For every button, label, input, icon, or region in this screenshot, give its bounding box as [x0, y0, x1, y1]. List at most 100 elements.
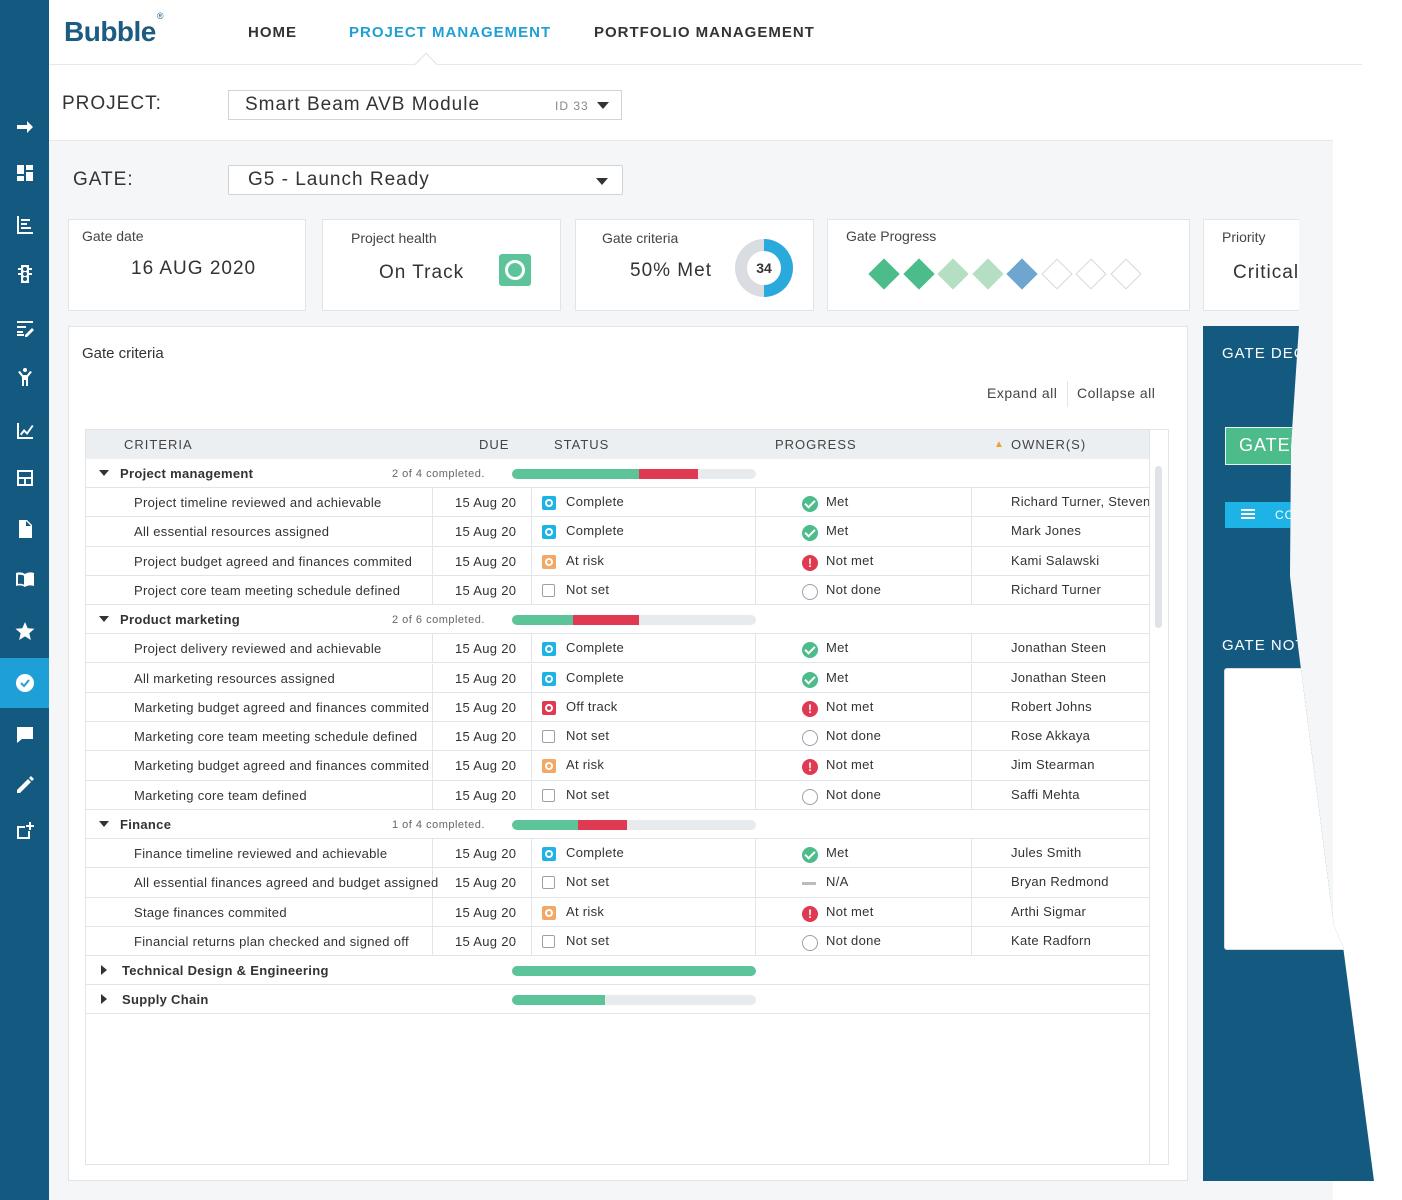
criteria-row[interactable]: Project budget agreed and finances commi…	[86, 546, 1149, 576]
gate-step-4[interactable]	[971, 258, 1004, 290]
progress-label: Met	[826, 523, 849, 539]
criteria-row[interactable]: Marketing core team defined 15 Aug 20 Not …	[86, 780, 1149, 810]
sidebar-item-star[interactable]	[0, 606, 49, 656]
progress-notdone-icon	[802, 730, 818, 747]
expand-toggle-icon[interactable]	[101, 965, 107, 976]
collapse-toggle-icon[interactable]	[99, 616, 109, 623]
gate-step-8[interactable]	[1109, 258, 1142, 290]
progress-notmet-icon	[802, 759, 818, 776]
column-divider	[755, 868, 756, 898]
sidebar-item-edit-list[interactable]	[0, 303, 49, 353]
collapse-all-button[interactable]: Collapse all	[1077, 385, 1156, 401]
owner-name: Kate Radforn	[1011, 932, 1092, 948]
sidebar-item-person[interactable]	[0, 352, 49, 402]
column-divider	[432, 780, 433, 810]
col-progress[interactable]: PROGRESS	[775, 437, 857, 452]
due-date: 15 Aug 20	[455, 846, 517, 861]
priority-card: Priority Critical	[1203, 219, 1299, 311]
criteria-row[interactable]: Marketing core team meeting schedule def…	[86, 722, 1149, 752]
project-select[interactable]: Smart Beam AVB Module ID 33	[228, 90, 622, 120]
group-progress-bar	[512, 995, 756, 1006]
gate-step-2[interactable]	[902, 258, 935, 290]
col-owners[interactable]: OWNER(S)	[1011, 437, 1087, 452]
criteria-row[interactable]: Finance timeline reviewed and achievable…	[86, 839, 1149, 869]
criteria-group-row[interactable]: Technical Design & Engineering	[86, 956, 1149, 986]
nav-home[interactable]: HOME	[248, 24, 297, 41]
criteria-row[interactable]: Marketing budget agreed and finances com…	[86, 692, 1149, 723]
gate-step-6[interactable]	[1040, 258, 1073, 290]
column-divider	[971, 897, 972, 927]
sidebar-item-check-circle[interactable]	[0, 658, 49, 708]
criteria-row[interactable]: Project timeline reviewed and achievable…	[86, 488, 1149, 518]
criteria-group-row[interactable]: Product marketing 2 of 6 completed.	[86, 605, 1149, 635]
document-icon	[18, 520, 32, 538]
group-progress-bar	[512, 469, 756, 479]
due-date: 15 Aug 20	[455, 758, 517, 774]
sidebar-item-layout[interactable]	[0, 453, 49, 503]
owner-name: Saffi Mehta	[1011, 786, 1080, 802]
check-circle-icon	[15, 674, 34, 692]
owner-name: Jonathan Steen	[1011, 669, 1107, 685]
column-divider	[432, 634, 433, 664]
column-divider	[755, 692, 756, 723]
collapse-toggle-icon[interactable]	[99, 470, 109, 476]
criteria-row[interactable]: All essential resources assigned 15 Aug 2…	[86, 517, 1149, 547]
sort-up-icon[interactable]: ▲	[994, 439, 1005, 450]
progress-notmet-icon	[802, 554, 818, 571]
criteria-row[interactable]: Project core team meeting schedule defin…	[86, 575, 1149, 606]
health-status-icon	[499, 254, 531, 286]
project-selector-row: PROJECT: Smart Beam AVB Module ID 33	[49, 66, 1333, 141]
status-label: Not set	[566, 581, 610, 597]
criteria-donut-chart: 34	[735, 239, 793, 297]
expand-toggle-icon[interactable]	[101, 994, 107, 1005]
criteria-group-row[interactable]: Finance 1 of 4 completed.	[86, 810, 1149, 839]
sidebar-item-list-chart[interactable]	[0, 199, 49, 249]
gate-step-5[interactable]	[1006, 258, 1038, 290]
collapse-toggle-icon[interactable]	[99, 821, 109, 827]
nav-project-management[interactable]: PROJECT MANAGEMENT	[349, 24, 552, 41]
sidebar-item-pencil[interactable]	[0, 760, 49, 810]
gate-step-7[interactable]	[1075, 258, 1107, 290]
criteria-row[interactable]: Financial returns plan checked and signe…	[86, 926, 1149, 957]
sidebar-item-chat[interactable]	[0, 710, 49, 760]
criteria-row[interactable]: All essential finances agreed and budget…	[86, 868, 1149, 898]
column-divider	[755, 634, 756, 664]
expand-all-button[interactable]: Expand all	[987, 385, 1058, 401]
sidebar-item-arrow-right[interactable]	[0, 102, 49, 152]
col-due[interactable]: DUE	[479, 437, 510, 452]
column-divider	[531, 751, 532, 781]
gate-step-1[interactable]	[868, 258, 900, 290]
scrollbar-thumb[interactable]	[1155, 466, 1162, 628]
criteria-name: Finance timeline reviewed and achievable	[134, 846, 388, 861]
sidebar-item-book[interactable]	[0, 554, 49, 604]
col-status[interactable]: STATUS	[554, 437, 610, 452]
project-health-card: Project health On Track	[322, 219, 561, 311]
chevron-down-icon	[597, 102, 609, 109]
column-divider	[432, 692, 433, 723]
column-divider	[755, 722, 756, 752]
status-label: Complete	[566, 845, 625, 860]
column-divider	[755, 839, 756, 869]
sidebar-item-line-chart[interactable]	[0, 406, 49, 456]
criteria-name: Project core team meeting schedule defin…	[134, 582, 401, 598]
criteria-row[interactable]: Project delivery reviewed and achievable…	[86, 634, 1149, 664]
due-date: 15 Aug 20	[455, 641, 517, 657]
sidebar-item-traffic-light[interactable]	[0, 249, 49, 299]
gate-notes-textarea[interactable]	[1224, 668, 1364, 950]
sidebar-item-document[interactable]	[0, 504, 49, 554]
criteria-row[interactable]: All marketing resources assigned 15 Aug 2…	[86, 663, 1149, 693]
gate-step-3[interactable]	[937, 258, 969, 290]
col-criteria[interactable]: CRITERIA	[124, 437, 193, 452]
criteria-row[interactable]: Stage finances commited 15 Aug 20 At risk N…	[86, 897, 1149, 927]
criteria-group-row[interactable]: Project management 2 of 4 completed.	[86, 459, 1149, 488]
criteria-group-row[interactable]: Supply Chain	[86, 985, 1149, 1015]
sidebar-item-add-box[interactable]	[0, 806, 49, 856]
bubble-logo[interactable]: Bubble®	[64, 10, 164, 47]
sidebar-item-dashboard[interactable]	[0, 148, 49, 198]
owner-name: Kami Salawski	[1011, 552, 1100, 568]
criteria-row[interactable]: Marketing budget agreed and finances com…	[86, 751, 1149, 781]
nav-portfolio-management[interactable]: PORTFOLIO MANAGEMENT	[594, 24, 815, 41]
owner-name: Bryan Redmond	[1011, 874, 1109, 890]
gate-select[interactable]: G5 - Launch Ready	[228, 165, 623, 195]
person-icon	[17, 368, 32, 386]
